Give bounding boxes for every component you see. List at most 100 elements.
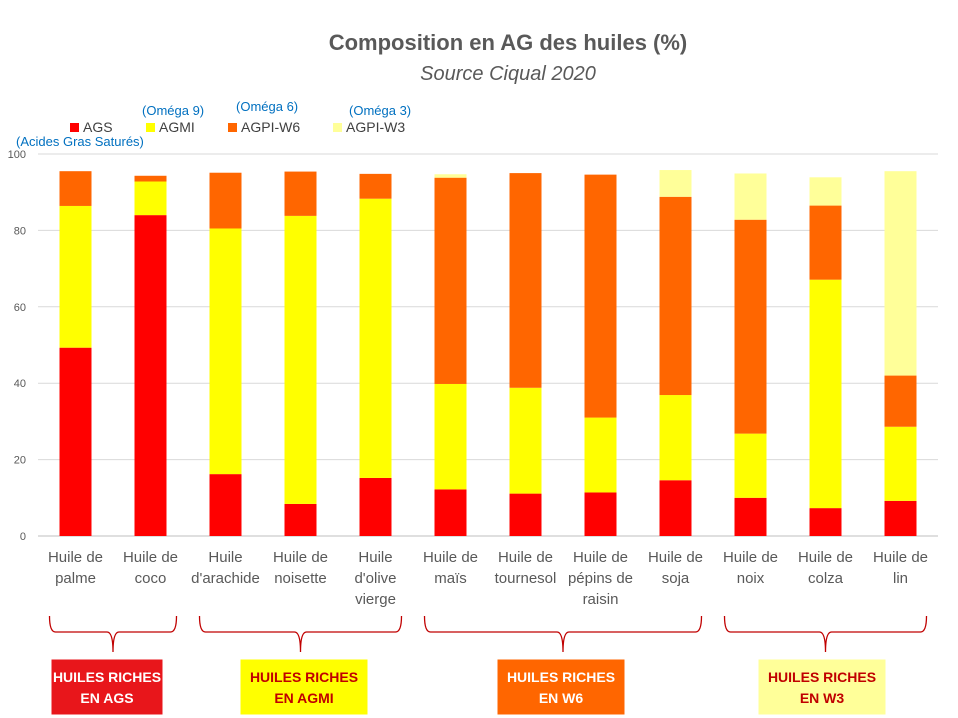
legend: AGS AGMI AGPI-W6 AGPI-W3 (Acides Gras Saturé…: [16, 99, 411, 149]
bar-segment-ags: [359, 477, 392, 536]
group-label-text: EN AGS: [80, 690, 133, 706]
bar-segment-ags: [59, 347, 92, 536]
chart-subtitle: Source Ciqual 2020: [420, 63, 596, 85]
x-category-label: Huile de: [273, 549, 328, 566]
bar-segment-agpi-w3: [659, 170, 692, 197]
group-label-box: [240, 659, 368, 715]
x-category-label: noisette: [274, 570, 327, 587]
group-label-text: EN AGMI: [274, 690, 333, 706]
x-category-label: vierge: [355, 591, 396, 608]
y-tick-label: 0: [20, 531, 26, 543]
group-brace: [198, 615, 403, 653]
bar-segment-ags: [584, 492, 617, 536]
bar-segment-agpi-w6: [584, 174, 617, 418]
x-category-label: Huile de: [648, 549, 703, 566]
x-category-label: noix: [737, 570, 765, 587]
group-brace: [48, 615, 178, 653]
bar-segment-agpi-w3: [734, 173, 767, 220]
legend-note: (Acides Gras Saturés): [16, 134, 144, 149]
bar-segment-agmi: [659, 395, 692, 481]
y-tick-label: 60: [14, 302, 26, 314]
x-category-label: Huile de: [723, 549, 778, 566]
group-label-text: HUILES RICHES: [250, 669, 358, 685]
bars: [59, 170, 917, 536]
legend-swatch: [146, 123, 155, 132]
bar-segment-agmi: [584, 417, 617, 493]
bar-segment-agpi-w6: [134, 175, 167, 182]
legend-label: AGPI-W6: [241, 119, 300, 135]
bar-segment-agmi: [809, 279, 842, 509]
x-category-label: pépins de: [568, 570, 633, 587]
group-label-text: HUILES RICHES: [768, 669, 876, 685]
bar-segment-agpi-w6: [209, 172, 242, 229]
gridlines: [38, 153, 938, 537]
y-tick-label: 80: [14, 225, 26, 237]
group-brace: [423, 615, 703, 653]
x-category-label: d'olive: [354, 570, 396, 587]
group-brace: [723, 615, 928, 653]
bar-segment-agpi-w6: [284, 171, 317, 216]
bar-segment-agmi: [884, 426, 917, 501]
bar-segment-ags: [884, 500, 917, 536]
bar-segment-agmi: [734, 433, 767, 498]
bar-segment-agpi-w6: [509, 173, 542, 388]
bar-segment-ags: [134, 215, 167, 536]
bar-segment-agmi: [509, 387, 542, 494]
group-label-text: EN W6: [539, 690, 584, 706]
x-category-label: Huile de: [573, 549, 628, 566]
legend-note: (Oméga 9): [142, 103, 204, 118]
x-category-label: Huile: [358, 549, 392, 566]
bar-segment-agmi: [134, 181, 167, 216]
bar-segment-ags: [734, 497, 767, 536]
bar-segment-ags: [209, 474, 242, 536]
bar-segment-agmi: [59, 205, 92, 348]
group-label-box: [51, 659, 163, 715]
y-tick-label: 100: [8, 149, 26, 161]
bar-segment-ags: [434, 489, 467, 536]
bar-segment-ags: [809, 508, 842, 536]
legend-swatch: [70, 123, 79, 132]
x-category-label: Huile de: [873, 549, 928, 566]
x-category-label: coco: [135, 570, 167, 587]
x-category-label: tournesol: [495, 570, 557, 587]
x-category-label: Huile de: [498, 549, 553, 566]
group-label-text: HUILES RICHES: [507, 669, 615, 685]
group-label-box: [497, 659, 625, 715]
bar-segment-ags: [659, 480, 692, 536]
bar-segment-agmi: [284, 215, 317, 504]
bar-segment-agpi-w3: [434, 174, 467, 178]
bar-segment-agpi-w3: [884, 171, 917, 376]
bar-segment-agmi: [209, 228, 242, 475]
bar-segment-agmi: [359, 198, 392, 478]
x-category-label: palme: [55, 570, 96, 587]
bar-segment-agpi-w6: [659, 196, 692, 396]
x-category-label: d'arachide: [191, 570, 260, 587]
legend-label: AGMI: [159, 119, 195, 135]
group-label-box: [758, 659, 886, 715]
x-category-label: colza: [808, 570, 844, 587]
legend-note: (Oméga 3): [349, 103, 411, 118]
x-category-label: Huile de: [798, 549, 853, 566]
x-category-label: soja: [662, 570, 690, 587]
group-label-text: HUILES RICHES: [53, 669, 161, 685]
legend-note: (Oméga 6): [236, 99, 298, 114]
y-tick-label: 40: [14, 378, 26, 390]
bar-segment-agpi-w6: [809, 205, 842, 280]
bar-segment-agpi-w3: [809, 177, 842, 206]
group-label-text: EN W3: [800, 690, 845, 706]
group-annotations: HUILES RICHES EN AGS HUILES RICHES EN AGMI H…: [48, 615, 928, 715]
legend-label: AGS: [83, 119, 113, 135]
x-category-label: Huile de: [123, 549, 178, 566]
x-axis: Huile de palme Huile de coco Huile d'arachide…: [48, 549, 928, 608]
bar-segment-agpi-w6: [359, 173, 392, 199]
legend-label: AGPI-W3: [346, 119, 405, 135]
bar-segment-agpi-w6: [434, 177, 467, 384]
x-category-label: lin: [893, 570, 908, 587]
y-axis: 0 20 40 60 80 100: [8, 149, 26, 543]
bar-segment-ags: [509, 493, 542, 536]
bar-segment-agmi: [434, 383, 467, 490]
bar-segment-agpi-w6: [884, 375, 917, 427]
bar-segment-ags: [284, 503, 317, 536]
chart-title: Composition en AG des huiles (%): [329, 30, 688, 55]
